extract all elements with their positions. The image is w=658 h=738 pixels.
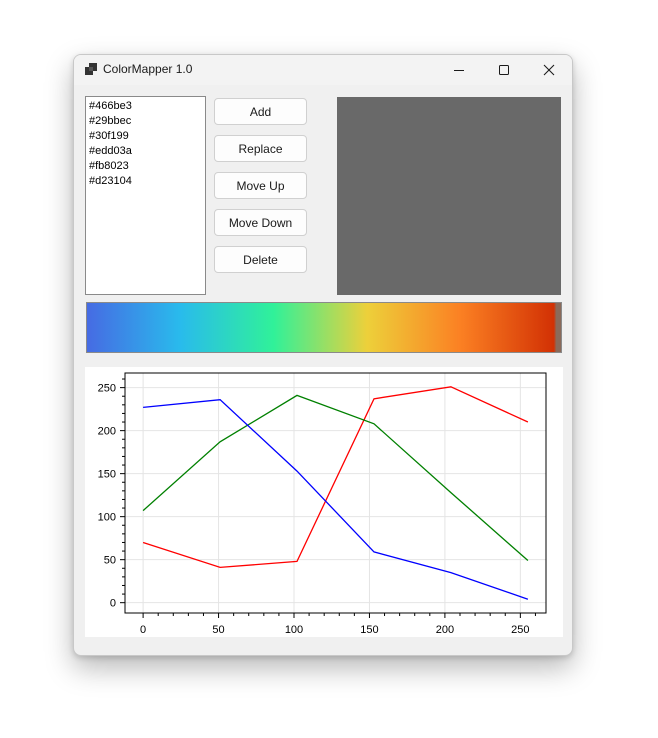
series-line-0	[142, 386, 529, 569]
rgb-channel-plot[interactable]: 0 50 100 150 200 250 0 50 100 150 200 250	[85, 367, 563, 637]
plot-frame	[124, 372, 547, 614]
replace-button[interactable]: Replace	[214, 135, 307, 162]
add-button[interactable]: Add	[214, 98, 307, 125]
list-item[interactable]: #edd03a	[89, 145, 132, 157]
axis-ticks	[120, 378, 536, 618]
y-tick-labels: 0 50 100 150 200 250	[98, 383, 116, 610]
x-tick-labels: 0 50 100 150 200 250	[140, 624, 529, 636]
maximize-icon	[499, 65, 509, 75]
list-item[interactable]: #30f199	[89, 130, 129, 142]
series-line-1	[142, 394, 529, 561]
y-tick-label: 150	[98, 469, 116, 481]
x-tick-label: 200	[436, 624, 454, 636]
list-item[interactable]: #29bbec	[89, 115, 132, 127]
series-lines	[142, 386, 529, 600]
delete-button[interactable]: Delete	[214, 246, 307, 273]
move-down-button[interactable]: Move Down	[214, 209, 307, 236]
colormapper-window: ColorMapper 1.0 #466be3 #29bbec #30f199 …	[73, 54, 573, 656]
x-tick-label: 100	[285, 624, 303, 636]
list-item[interactable]: #466be3	[89, 100, 132, 112]
y-tick-label: 250	[98, 383, 116, 395]
x-tick-label: 0	[140, 624, 146, 636]
minimize-button[interactable]	[436, 55, 482, 85]
list-item[interactable]: #d23104	[89, 175, 132, 187]
y-tick-label: 50	[104, 555, 116, 567]
y-tick-label: 0	[110, 598, 116, 610]
list-item[interactable]: #fb8023	[89, 160, 129, 172]
series-line-2	[143, 399, 529, 600]
close-button[interactable]	[526, 55, 572, 85]
y-tick-label: 200	[98, 426, 116, 438]
close-icon	[543, 64, 555, 76]
app-icon	[85, 63, 97, 75]
title-bar[interactable]: ColorMapper 1.0	[74, 55, 572, 85]
move-up-button[interactable]: Move Up	[214, 172, 307, 199]
minimize-icon	[454, 70, 464, 71]
x-tick-label: 150	[360, 624, 378, 636]
color-preview-panel[interactable]	[337, 97, 561, 295]
colormap-gradient-bar[interactable]	[86, 302, 562, 353]
color-listbox[interactable]: #466be3 #29bbec #30f199 #edd03a #fb8023 …	[85, 96, 206, 295]
x-tick-label: 250	[511, 624, 529, 636]
x-tick-label: 50	[212, 624, 224, 636]
window-title: ColorMapper 1.0	[103, 62, 193, 76]
maximize-button[interactable]	[481, 55, 527, 85]
y-tick-label: 100	[98, 512, 116, 524]
rgb-chart: 0 50 100 150 200 250 0 50 100 150 200 250	[98, 372, 547, 636]
